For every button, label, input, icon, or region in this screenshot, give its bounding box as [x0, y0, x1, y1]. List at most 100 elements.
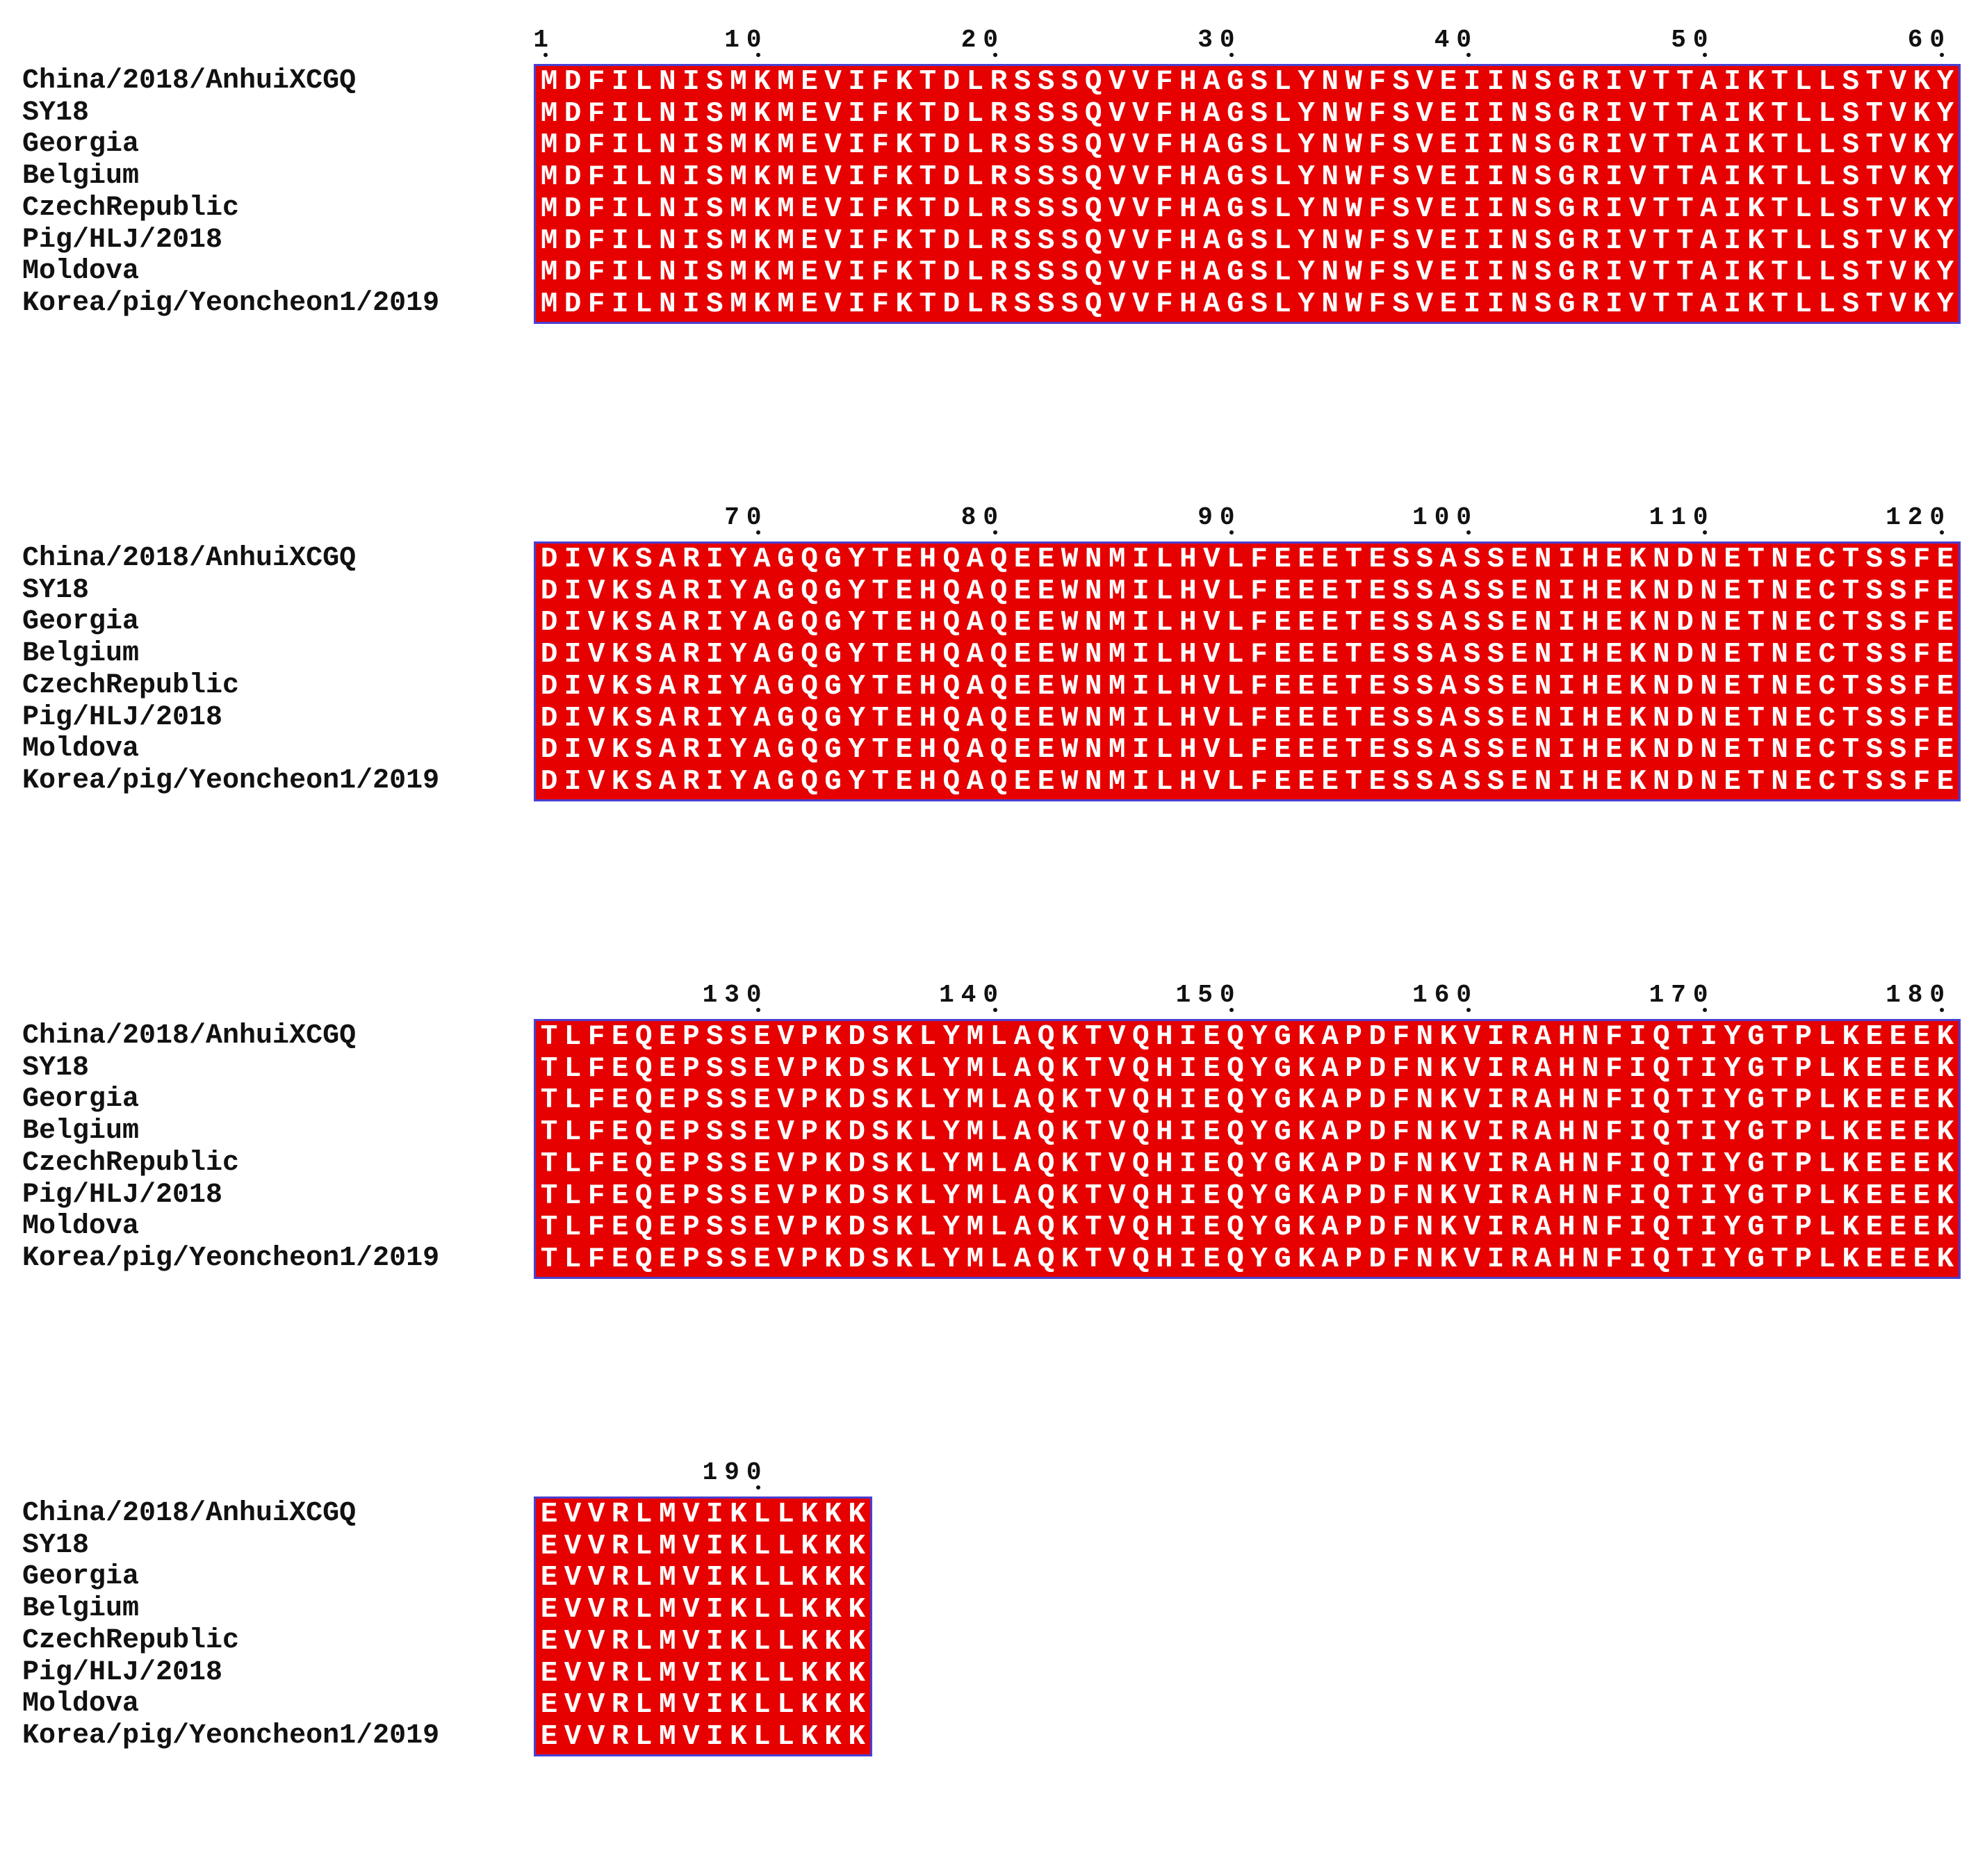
residue: F	[1155, 288, 1173, 320]
residue: S	[1250, 193, 1268, 225]
residue: F	[587, 1084, 605, 1117]
residue: E	[1321, 765, 1339, 798]
residue: L	[1227, 670, 1244, 703]
residue: A	[1321, 1052, 1339, 1085]
residue: S	[1037, 129, 1055, 162]
residue: A	[1321, 1021, 1339, 1053]
residue: N	[1084, 607, 1102, 639]
residue: T	[1676, 1243, 1694, 1275]
residue: Y	[1298, 288, 1315, 320]
residue: I	[682, 129, 700, 162]
residue: F	[1368, 256, 1387, 289]
residue: M	[540, 225, 558, 257]
residue: R	[990, 97, 1008, 130]
residue: I	[706, 1720, 724, 1753]
residue: Y	[730, 670, 747, 703]
residue: K	[895, 66, 913, 98]
sequence-name: Pig/HLJ/2018	[22, 224, 223, 256]
residue: M	[777, 97, 794, 130]
residue: E	[1037, 765, 1055, 798]
residue: V	[1463, 1243, 1481, 1275]
residue: V	[587, 575, 605, 607]
residue: E	[1936, 702, 1954, 735]
residue: Q	[1131, 1084, 1150, 1117]
residue: Q	[801, 639, 818, 671]
residue: S	[1013, 66, 1031, 98]
residue: H	[919, 575, 937, 607]
residue: S	[1534, 97, 1552, 130]
residue: E	[1510, 702, 1528, 735]
residue: Q	[1653, 1180, 1670, 1212]
residue: N	[1771, 639, 1788, 671]
residue: F	[1368, 193, 1387, 225]
residue: I	[1558, 734, 1576, 767]
residue: E	[1013, 607, 1031, 639]
residue: F	[1250, 734, 1268, 767]
residue: E	[1037, 734, 1055, 767]
residue: E	[611, 1021, 629, 1053]
residue: T	[1084, 1021, 1102, 1053]
residue: I	[1700, 1052, 1717, 1085]
residue: Y	[1724, 1084, 1741, 1117]
residue: I	[1628, 1021, 1646, 1053]
residue: V	[682, 1499, 700, 1531]
residue: C	[1818, 670, 1836, 703]
residue: Q	[1227, 1180, 1244, 1212]
residue: S	[1889, 639, 1907, 671]
residue: L	[1155, 544, 1173, 576]
residue: S	[1061, 161, 1079, 194]
residue: F	[587, 66, 605, 98]
residue: K	[824, 1212, 842, 1244]
residue: T	[1747, 544, 1765, 576]
residue: I	[1487, 161, 1505, 194]
residue: E	[540, 1562, 558, 1594]
residue: A	[1203, 288, 1220, 320]
residue: K	[1913, 225, 1931, 257]
residue: M	[1108, 670, 1126, 703]
residue: S	[872, 1021, 889, 1053]
residue: L	[777, 1499, 794, 1531]
residue: R	[611, 1720, 629, 1753]
position-tick-label: 1	[533, 26, 556, 54]
residue: G	[824, 734, 842, 767]
residue: I	[848, 225, 865, 257]
residue: I	[564, 734, 582, 767]
residue: S	[706, 129, 724, 162]
residue: S	[730, 1148, 747, 1180]
residue: E	[611, 1116, 629, 1149]
residue: T	[1676, 288, 1694, 320]
position-tick-label: 90	[1198, 503, 1242, 532]
residue: P	[1345, 1243, 1362, 1275]
residue: L	[635, 1530, 653, 1563]
residue: L	[564, 1084, 582, 1117]
residue: Q	[990, 607, 1008, 639]
residue: N	[1084, 639, 1102, 671]
residue: E	[1865, 1180, 1883, 1212]
residue: D	[1368, 1052, 1387, 1085]
residue: N	[1581, 1021, 1599, 1053]
residue: A	[658, 765, 676, 798]
residue: L	[635, 1657, 653, 1690]
residue: L	[635, 256, 653, 289]
residue: I	[1179, 1116, 1197, 1149]
residue: V	[777, 1021, 794, 1053]
residue: A	[1203, 66, 1220, 98]
residue: I	[1487, 1180, 1505, 1212]
residue: F	[1250, 670, 1268, 703]
residue: V	[1108, 1243, 1126, 1275]
residue: N	[1416, 1116, 1434, 1149]
residue: Q	[1653, 1084, 1670, 1117]
residue: A	[1321, 1212, 1339, 1244]
residue: H	[1558, 1180, 1576, 1212]
residue: Q	[1131, 1148, 1150, 1180]
residue: E	[1865, 1116, 1883, 1149]
residue: Q	[635, 1021, 653, 1053]
residue: N	[1510, 256, 1528, 289]
residue: I	[848, 256, 865, 289]
residue: N	[658, 161, 676, 194]
